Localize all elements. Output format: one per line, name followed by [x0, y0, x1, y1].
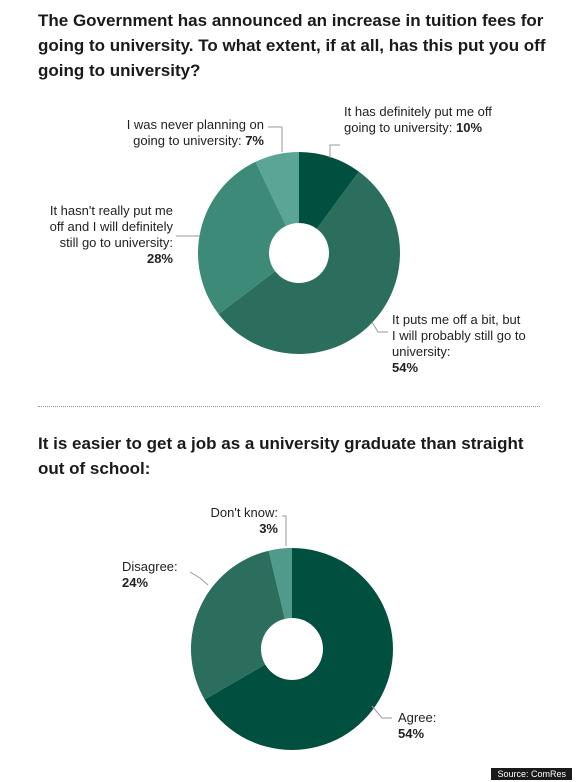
chart-2-label-disagree: Disagree: 24% [122, 559, 178, 590]
chart-1-label-definitely-put-off: It has definitely put me off going to un… [344, 104, 492, 135]
chart-1-leader-line-0 [329, 144, 340, 158]
chart-2-title: It is easier to get a job as a universit… [38, 434, 524, 478]
section-divider [38, 406, 540, 407]
chart-2-slice-2 [268, 548, 292, 619]
chart-1-slice-1 [218, 171, 401, 355]
chart-1-label-not-really-put-off: It hasn't really put me off and I will d… [49, 203, 173, 266]
chart-1-slice-0 [299, 152, 359, 229]
source-credit: Source: ComRes [491, 768, 572, 780]
chart-1-slice-3 [255, 152, 299, 226]
chart-1-label-never-planning: I was never planning on going to univers… [126, 117, 264, 148]
chart-2-slice-1 [191, 550, 285, 700]
chart-2-slice-0 [204, 548, 393, 750]
chart-1-slice-2 [198, 161, 287, 315]
chart-1-title: The Government has announced an increase… [38, 11, 546, 80]
chart-1-leader-line-1 [371, 321, 388, 333]
chart-1-leader-line-3 [268, 126, 283, 152]
chart-1-label-puts-off-a-bit: It puts me off a bit, but I will probabl… [392, 312, 526, 375]
chart-2-leader-line-0 [371, 705, 392, 719]
chart-2-label-dont-know: Don't know: 3% [210, 505, 278, 536]
chart-2-label-agree: Agree: 54% [398, 710, 437, 741]
chart-2-leader-line-1 [189, 571, 209, 586]
chart-2-leader-line-2 [282, 515, 287, 546]
